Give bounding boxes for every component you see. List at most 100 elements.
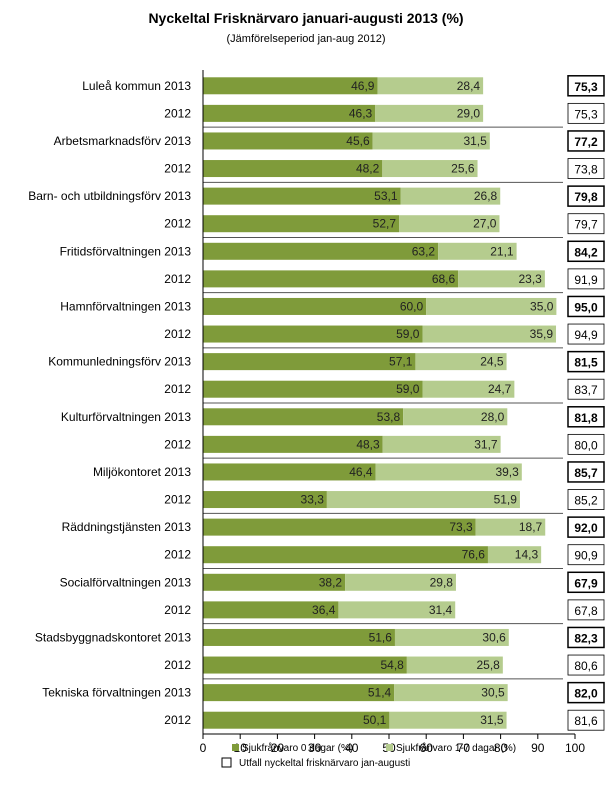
bar-segment-0-days [203,518,476,536]
bar-segment-1-7-days [487,546,542,564]
data-label: 51,4 [368,686,392,700]
category-label: Luleå kommun 2013 [82,79,191,93]
bar-segment-1-7-days [382,435,501,453]
total-value: 75,3 [574,80,598,94]
data-label: 29,0 [457,106,481,120]
bar-segment-0-days [203,77,378,95]
data-label: 27,0 [473,217,497,231]
data-label: 76,6 [462,548,486,562]
bar-segment-0-days [203,132,373,150]
total-value: 80,0 [574,438,598,452]
bar-segment-1-7-days [394,684,508,702]
data-label: 23,3 [519,272,543,286]
x-tick-label: 100 [565,741,585,755]
data-label: 31,5 [480,713,504,727]
bar-segment-0-days [203,104,376,122]
total-value: 67,8 [574,604,598,618]
category-label: 2012 [164,603,191,617]
legend: Sjukfrånvaro 0 dagar (%) Sjukfrånvaro 1-7… [221,742,516,769]
bar-segment-0-days [203,435,383,453]
data-label: 51,6 [369,630,393,644]
total-box [567,406,605,428]
data-label: 73,3 [449,520,473,534]
chart-subtitle: (Jämförelseperiod jan-aug 2012) [226,33,386,45]
bar-segment-1-7-days [372,132,490,150]
bar-segment-1-7-days [403,408,508,426]
total-box [567,433,605,455]
total-box [567,709,605,731]
bar-segment-1-7-days [375,463,522,481]
total-box [567,654,605,676]
total-box [567,350,605,373]
legend-label-total: Utfall nyckeltal frisknärvaro jan-august… [239,758,410,769]
data-label: 35,0 [530,299,554,313]
legend-label-1-7-days: Sjukfrånvaro 1-7 dagar (%) [396,742,516,754]
category-label: 2012 [164,713,191,727]
x-tick-label: 0 [200,741,207,755]
bar-segment-0-days [203,573,346,591]
bar-segment-0-days [203,546,488,564]
total-value: 73,8 [574,163,598,177]
legend-swatch-0-days [232,744,239,751]
category-label: Fritidsförvaltningen 2013 [60,244,192,258]
data-label: 30,6 [482,630,506,644]
data-label: 29,8 [430,575,454,589]
legend-swatch-total [221,757,232,768]
data-label: 26,8 [474,189,498,203]
total-value: 85,7 [574,466,598,480]
bars: 46,9 28,4 46,3 29,0 45,6 31,5 48,2 25,6 53,1 26,8… [203,77,557,729]
x-tick-label: 20 [271,741,285,755]
category-label: 2012 [164,327,191,341]
data-label: 45,6 [346,134,370,148]
category-label: Stadsbyggnadskontoret 2013 [35,630,191,644]
data-label: 31,4 [429,603,453,617]
data-label: 59,0 [396,327,420,341]
data-label: 31,7 [474,437,498,451]
bar-segment-1-7-days [422,380,515,398]
category-label: Räddningstjänsten 2013 [62,520,192,534]
total-value: 67,9 [574,576,598,590]
total-value: 82,0 [574,687,598,701]
total-box [567,681,605,704]
total-value: 81,8 [574,411,598,425]
category-label: Kommunledningsförv 2013 [48,355,191,369]
category-label: Barn- och utbildningsförv 2013 [28,189,191,203]
data-label: 25,6 [451,162,475,176]
bar-segment-0-days [203,353,416,371]
category-label: 2012 [164,382,191,396]
group-separators [203,126,563,680]
total-value: 82,3 [574,631,598,645]
category-label: 2012 [164,437,191,451]
total-box [567,240,605,263]
bar-segment-1-7-days [375,104,484,122]
bar-segment-1-7-days [377,77,484,95]
category-label: 2012 [164,272,191,286]
data-label: 48,2 [356,162,380,176]
data-label: 60,0 [400,299,424,313]
total-box [567,130,605,152]
total-box [567,158,605,179]
bar-segment-0-days [203,187,401,205]
bar-segment-1-7-days [338,601,456,619]
data-label: 68,6 [432,272,456,286]
data-label: 30,5 [481,686,505,700]
total-box [567,489,605,510]
data-label: 46,4 [349,465,373,479]
bar-segment-1-7-days [475,518,546,536]
total-box [567,75,605,97]
bar-segment-0-days [203,711,390,729]
bar-segment-0-days [203,684,395,702]
total-value: 95,0 [574,300,598,314]
bar-segment-0-days [203,408,404,426]
category-label: 2012 [164,493,191,507]
category-label: Hamnförvaltningen 2013 [60,299,191,313]
total-value: 91,9 [574,273,598,287]
data-label: 33,3 [301,493,325,507]
total-value: 85,2 [574,494,598,508]
total-value: 80,6 [574,659,598,673]
total-value: 75,3 [574,107,598,121]
total-boxes: 75,3 75,3 77,2 73,8 79,8 79,7 84,2 91,9 95,0 94,9… [567,75,605,731]
data-label: 14,3 [515,548,539,562]
total-value: 94,9 [574,328,598,342]
